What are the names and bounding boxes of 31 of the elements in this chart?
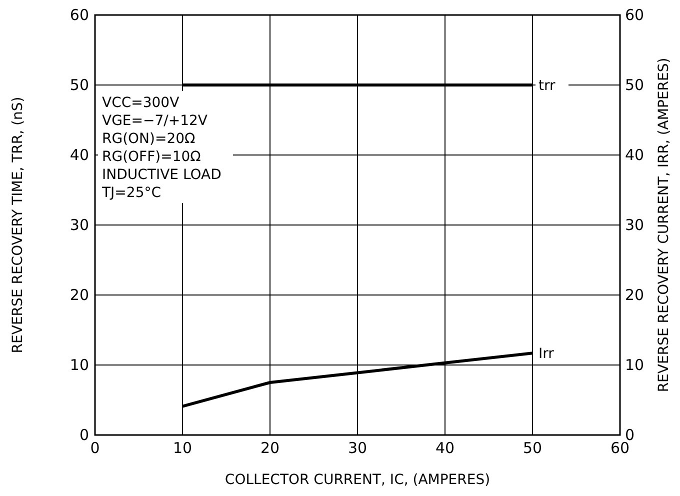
y2-tick-label: 40 [625, 146, 644, 164]
x-tick-label: 60 [610, 439, 630, 457]
annotation: RG(ON)=20Ω [102, 131, 196, 147]
y2-tick-label: 10 [625, 356, 644, 374]
annotation: INDUCTIVE LOAD [102, 167, 222, 183]
x-tick-label: 10 [172, 439, 192, 457]
y-tick-label: 60 [70, 6, 89, 24]
y-tick-label: 50 [70, 76, 89, 94]
series-label: Irr [538, 346, 554, 362]
x-tick-label: 30 [348, 439, 368, 457]
x-tick-label: 20 [260, 439, 280, 457]
y-tick-label: 20 [70, 286, 89, 304]
annotation: RG(OFF)=10Ω [102, 149, 202, 165]
y2-tick-label: 60 [625, 6, 644, 24]
y2-tick-label: 30 [625, 216, 644, 234]
y2-axis-title: REVERSE RECOVERY CURRENT, IRR, (AMPERES) [656, 58, 672, 392]
y2-tick-label: 20 [625, 286, 644, 304]
x-tick-label: 50 [522, 439, 542, 457]
annotation: VCC=300V [102, 95, 180, 111]
y-tick-label: 40 [70, 146, 89, 164]
y-axis-title: REVERSE RECOVERY TIME, TRR, (nS) [10, 96, 26, 354]
y-tick-label: 30 [70, 216, 89, 234]
annotation: VGE=−7/+12V [102, 113, 208, 129]
x-axis-title: COLLECTOR CURRENT, IC, (AMPERES) [224, 472, 490, 488]
annotation: TJ=25°C [101, 185, 162, 201]
series-label: trr [538, 78, 556, 94]
x-tick-label: 40 [435, 439, 455, 457]
y-tick-label: 10 [70, 356, 89, 374]
y2-tick-label: 50 [625, 76, 644, 94]
x-tick-label: 0 [90, 439, 100, 457]
y-tick-label: 0 [79, 426, 89, 444]
